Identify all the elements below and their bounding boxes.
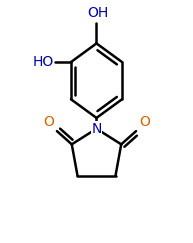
Text: HO: HO (32, 55, 53, 69)
Text: OH: OH (87, 6, 108, 20)
Text: N: N (91, 122, 102, 136)
Text: O: O (139, 115, 150, 129)
Text: O: O (43, 115, 54, 129)
